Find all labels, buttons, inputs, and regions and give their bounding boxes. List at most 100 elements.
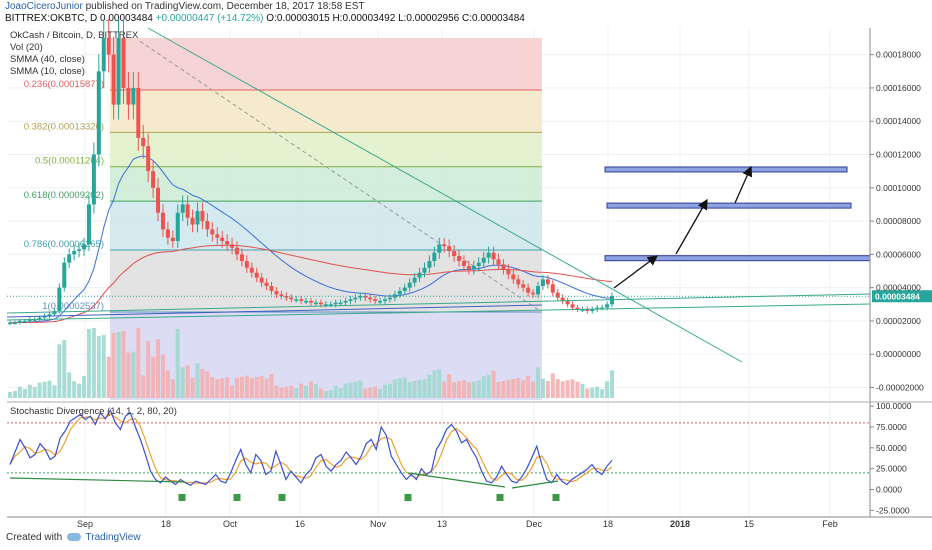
y-tick-label: 0.00006000 [876, 249, 921, 259]
y-tick-label: 0.00008000 [876, 216, 921, 226]
candle-body [12, 322, 17, 325]
fib-label: 0.5(0.00011264) [35, 156, 104, 167]
volume-bar [141, 375, 146, 398]
change-value: +0.00000447 (+14.72%) [155, 13, 264, 24]
stochastic-title: Stochastic Divergence (14, 1, 2, 80, 20) [10, 406, 177, 417]
volume-bar [299, 383, 304, 398]
candle-body [160, 212, 165, 230]
candle-body [190, 217, 195, 225]
candle-body [531, 292, 536, 295]
y-tick-label: 0.00000000 [876, 349, 921, 359]
volume-bar [363, 388, 368, 398]
volume-bar [605, 381, 610, 398]
candle-body [195, 211, 200, 225]
volume-bar [511, 379, 516, 398]
candle-body [387, 297, 392, 300]
candle-body [106, 37, 111, 55]
x-tick-label: 16 [295, 519, 305, 529]
candle-body [313, 302, 318, 305]
candle-body [432, 252, 437, 262]
volume-bar [244, 375, 249, 398]
volume-bar [284, 386, 289, 398]
volume-bar [491, 370, 496, 398]
volume-bar [521, 380, 526, 398]
candle-body [230, 244, 235, 248]
x-tick-label: 13 [437, 519, 447, 529]
volume-bar [580, 384, 585, 398]
volume-bar [540, 378, 545, 398]
candle-body [269, 285, 274, 291]
volume-bar [412, 381, 417, 398]
candle-body [249, 267, 254, 273]
volume-bar [471, 381, 476, 398]
volume-bar [358, 380, 363, 398]
candle-body [91, 154, 96, 205]
volume-bar [526, 376, 531, 398]
candle-body [279, 294, 284, 296]
candle-body [437, 244, 442, 253]
candle-body [47, 314, 52, 316]
target-zone [604, 166, 848, 173]
stoch-tick-label: 25.0000 [876, 464, 907, 474]
candle-body [234, 247, 239, 255]
candle-body [476, 262, 481, 267]
volume-bar [506, 380, 511, 398]
candle-body [57, 287, 62, 311]
candle-body [294, 299, 299, 301]
ohlc-values: O:0.00003015 H:0.00003492 L:0.00002956 C… [266, 13, 525, 24]
volume-bar [195, 363, 200, 398]
volume-bar [37, 382, 42, 398]
candle-body [22, 320, 27, 323]
fib-label: 0.786(0.00006265) [24, 239, 104, 250]
y-tick-label: -0.00002000 [876, 383, 924, 393]
volume-bar [466, 382, 471, 398]
volume-bar [27, 384, 32, 398]
smma40-line [10, 244, 613, 324]
x-tick-label: Sep [77, 519, 93, 529]
volume-bar [62, 340, 67, 398]
bullish-divergence-marker [233, 494, 241, 501]
x-tick-label: 15 [744, 519, 754, 529]
candle-body [333, 302, 338, 305]
candle-body [111, 54, 116, 105]
x-tick-label: 18 [603, 519, 613, 529]
candle-body [368, 297, 373, 300]
x-tick-label: Feb [822, 519, 838, 529]
volume-bar [442, 381, 447, 398]
candle-body [358, 295, 363, 298]
volume-bar [368, 387, 373, 398]
divergence-line [407, 472, 506, 488]
author-link[interactable]: JoaoCiceroJunior [5, 1, 83, 12]
volume-bar [610, 370, 614, 398]
legend-smma40: SMMA (40, close) [10, 54, 85, 65]
volume-bar [417, 380, 422, 398]
target-zone [606, 202, 852, 209]
volume-bar [215, 379, 220, 398]
x-tick-label: 18 [161, 519, 171, 529]
candle-body [96, 71, 101, 155]
candle-body [67, 254, 72, 263]
candle-body [595, 307, 600, 310]
target-zone [604, 255, 871, 262]
candle-body [146, 146, 151, 172]
volume-bar [101, 335, 106, 398]
volume-bar [585, 388, 590, 398]
stoch-k-line [9, 408, 613, 487]
candle-body [600, 307, 605, 310]
tradingview-brand[interactable]: TradingView [85, 532, 141, 543]
candle-body [535, 285, 540, 295]
legend-title: OkCash / Bitcoin, D, BITTREX [10, 30, 139, 41]
volume-bar [309, 381, 313, 398]
candle-body [185, 204, 190, 218]
bullish-divergence-marker [178, 494, 186, 501]
candle-body [220, 237, 225, 242]
candle-body [17, 320, 22, 323]
volume-bar [437, 369, 442, 398]
volume-bar [432, 370, 437, 398]
volume-bar [427, 374, 432, 398]
candle-body [116, 37, 121, 105]
legend-vol: Vol (20) [10, 42, 43, 53]
volume-bar [264, 378, 269, 398]
stoch-tick-label: 75.0000 [876, 422, 907, 432]
